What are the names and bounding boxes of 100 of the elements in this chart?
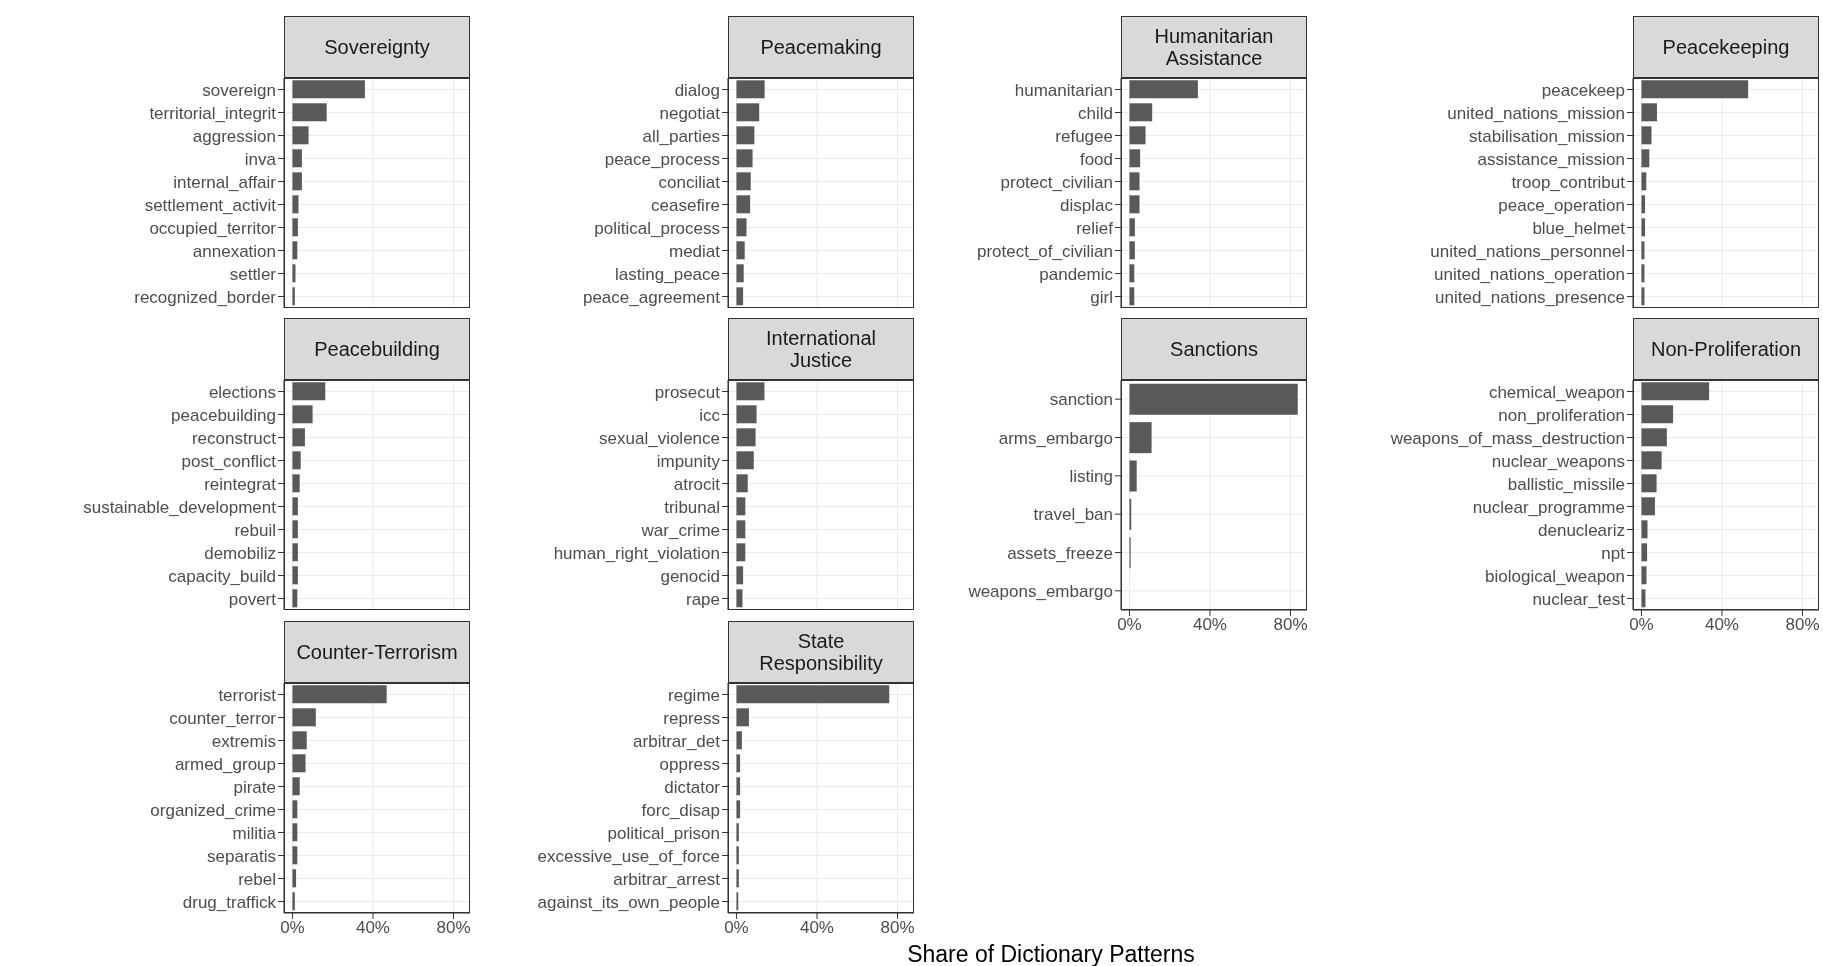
y-tick-label: peace_process [604, 149, 720, 169]
y-tick-label: blue_helmet [1532, 218, 1626, 238]
y-tick-label: denucleariz [1538, 520, 1625, 540]
bar [292, 777, 300, 796]
bar [292, 800, 298, 819]
y-tick-label: united_nations_presence [1435, 287, 1625, 307]
y-tick-label: reintegrat [204, 474, 277, 494]
y-tick-label: peacebuilding [171, 405, 276, 425]
bar [736, 846, 739, 865]
y-tick-label: mediat [668, 241, 721, 261]
y-tick-label: dictator [664, 777, 721, 797]
bar [1641, 382, 1710, 401]
bar [292, 80, 365, 99]
y-tick-label: protect_of_civilian [976, 241, 1113, 261]
bar [736, 474, 748, 493]
x-tick-label: 80% [1273, 615, 1308, 635]
y-tick-label: negotiat [659, 103, 721, 123]
bar [292, 823, 298, 842]
bar [1641, 264, 1645, 283]
y-tick-label: relief [1076, 218, 1114, 238]
bar [736, 241, 745, 260]
bar [736, 777, 741, 796]
bar [736, 264, 744, 283]
bar [1641, 241, 1645, 260]
bar [292, 708, 316, 727]
y-tick-label: political_process [594, 218, 720, 238]
y-tick-label: girl [1090, 287, 1113, 307]
bar [1641, 566, 1647, 585]
bar [736, 80, 765, 99]
y-tick-label: capacity_build [168, 566, 276, 586]
bar [736, 428, 756, 447]
bar [736, 566, 744, 585]
bar [1129, 103, 1153, 122]
y-tick-label: territorial_integrit [149, 103, 277, 123]
x-tick-label: 40% [1192, 615, 1227, 635]
x-tick-label: 40% [1704, 615, 1739, 635]
y-tick-label: npt [1601, 543, 1626, 563]
y-tick-label: food [1079, 149, 1113, 169]
chart-title: State Responsibility [758, 630, 884, 674]
y-tick-label: pirate [233, 777, 276, 797]
y-tick-label: weapons_of_mass_destruction [1389, 428, 1625, 448]
bar [736, 869, 739, 888]
y-tick-label: war_crime [640, 520, 720, 540]
y-tick-label: peacekeep [1541, 80, 1625, 100]
bar [1129, 287, 1135, 306]
x-tick-label: 80% [880, 918, 915, 938]
x-tick-label: 80% [1785, 615, 1820, 635]
bar [292, 428, 305, 447]
bar [736, 149, 753, 168]
bar [1129, 126, 1146, 145]
bar [736, 218, 747, 237]
y-tick-label: tribunal [664, 497, 720, 517]
y-tick-label: oppress [659, 754, 720, 774]
bar [292, 474, 300, 493]
y-tick-label: armed_group [174, 754, 276, 774]
chart-title: Peacemaking [760, 36, 882, 58]
y-tick-label: assets_freeze [1007, 543, 1113, 563]
y-tick-label: forc_disap [641, 800, 720, 820]
y-tick-label: rebuil [234, 520, 276, 540]
y-tick-label: united_nations_operation [1434, 264, 1625, 284]
y-tick-label: extremis [211, 731, 276, 751]
y-tick-label: lasting_peace [615, 264, 720, 284]
y-tick-label: dialog [674, 80, 720, 100]
bar [1641, 103, 1657, 122]
bar [292, 405, 313, 424]
bar [292, 241, 298, 260]
y-tick-label: refugee [1055, 126, 1113, 146]
bar [736, 103, 760, 122]
chart-title: Sovereignty [324, 36, 430, 58]
bar [736, 708, 749, 727]
y-tick-label: settler [229, 264, 277, 284]
bar [292, 520, 298, 539]
bar [1641, 172, 1647, 191]
bar [292, 149, 302, 168]
bar [1641, 451, 1662, 470]
y-tick-label: listing [1069, 466, 1113, 486]
y-tick-label: weapons_embargo [967, 581, 1113, 601]
bar [292, 754, 306, 773]
bar [736, 685, 890, 704]
bar [1129, 383, 1298, 415]
y-tick-label: arbitrar_det [633, 731, 721, 751]
bar [1641, 80, 1749, 99]
y-tick-label: against_its_own_people [537, 892, 720, 912]
bar [1129, 80, 1198, 99]
bar [736, 126, 755, 145]
x-tick-label: 40% [799, 918, 834, 938]
chart-title: Peacekeeping [1662, 36, 1790, 58]
bar [1129, 218, 1135, 237]
y-tick-label: protect_civilian [1000, 172, 1113, 192]
bar [1129, 460, 1137, 492]
bar [736, 520, 746, 539]
y-tick-label: child [1078, 103, 1113, 123]
bar [292, 731, 307, 750]
bar [292, 869, 297, 888]
y-tick-label: internal_affair [173, 172, 277, 192]
y-tick-label: prosecut [654, 382, 721, 402]
y-tick-label: drug_traffick [182, 892, 277, 912]
y-tick-label: rebel [238, 869, 276, 889]
y-tick-label: peace_agreement [582, 287, 721, 307]
y-tick-label: post_conflict [181, 451, 277, 471]
